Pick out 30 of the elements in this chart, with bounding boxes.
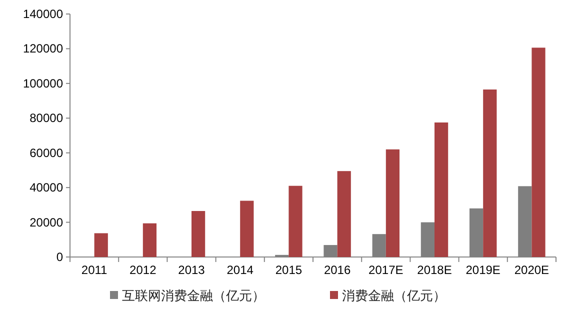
bar	[240, 200, 254, 257]
x-tick-label: 2015	[275, 263, 302, 277]
x-tick-label: 2017E	[368, 263, 404, 277]
legend-label: 互联网消费金融（亿元）	[122, 288, 265, 303]
y-tick-label: 40000	[30, 180, 64, 195]
x-tick-label: 2018E	[417, 263, 452, 277]
y-tick-label: 20000	[30, 215, 64, 230]
bar	[532, 48, 546, 257]
y-tick-label: 100000	[22, 76, 64, 90]
y-tick-label: 80000	[30, 111, 64, 126]
legend-label: 消费金融（亿元）	[342, 288, 446, 303]
bar	[483, 90, 497, 257]
x-tick-label: 2012	[130, 263, 157, 277]
bar	[337, 171, 351, 257]
bar	[142, 223, 157, 257]
x-tick-label: 2016	[324, 263, 351, 277]
bar	[386, 149, 400, 257]
bar	[434, 122, 448, 257]
bar	[192, 211, 206, 257]
y-tick-label: 120000	[22, 42, 64, 56]
bar	[288, 186, 302, 257]
x-tick-label: 2011	[81, 263, 108, 277]
y-tick-label: 0	[56, 250, 64, 264]
x-tick-label: 2014	[226, 263, 254, 277]
y-tick-label: 60000	[30, 146, 64, 160]
x-tick-label: 2020E	[514, 263, 550, 277]
bar	[94, 233, 108, 257]
y-tick-label: 140000	[22, 7, 64, 21]
x-tick-label: 2013	[178, 263, 206, 277]
x-tick-label: 2019E	[466, 263, 500, 277]
